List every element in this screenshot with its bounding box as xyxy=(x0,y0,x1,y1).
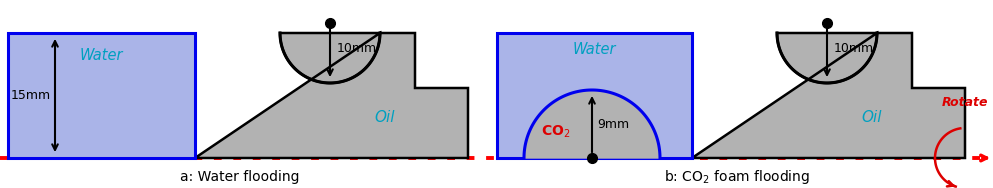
Text: a: Water flooding: a: Water flooding xyxy=(181,170,300,184)
Text: Oil: Oil xyxy=(862,111,882,126)
Text: 10mm: 10mm xyxy=(337,42,377,55)
Text: Water: Water xyxy=(79,49,123,64)
Text: 15mm: 15mm xyxy=(11,89,51,102)
Text: CO$_2$: CO$_2$ xyxy=(540,124,570,140)
Text: b: CO$_2$ foam flooding: b: CO$_2$ foam flooding xyxy=(664,168,810,186)
Text: 10mm: 10mm xyxy=(834,42,874,55)
Polygon shape xyxy=(524,90,660,158)
Text: 9mm: 9mm xyxy=(597,118,630,130)
Text: Oil: Oil xyxy=(374,111,395,126)
Polygon shape xyxy=(195,33,468,158)
Text: Water: Water xyxy=(573,42,617,58)
Polygon shape xyxy=(692,33,965,158)
Polygon shape xyxy=(8,33,195,158)
Text: Rotate: Rotate xyxy=(941,96,988,109)
Polygon shape xyxy=(497,33,692,158)
